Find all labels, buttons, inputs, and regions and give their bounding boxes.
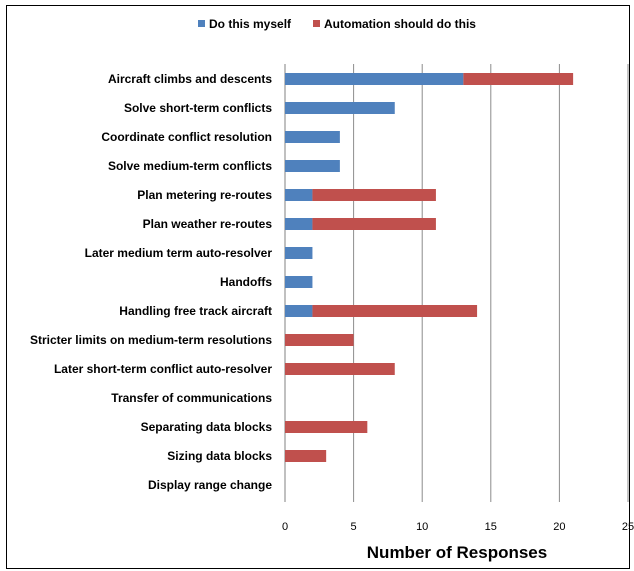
category-label: Transfer of communications	[111, 391, 272, 405]
bar-automation-should-do-this	[312, 218, 436, 230]
bar-do-this-myself	[285, 131, 340, 143]
bar-do-this-myself	[285, 102, 395, 114]
category-label: Handoffs	[220, 275, 272, 289]
category-label: Handling free track aircraft	[119, 304, 272, 318]
x-tick-label: 0	[282, 521, 288, 533]
bar-do-this-myself	[285, 305, 313, 317]
bar-automation-should-do-this	[285, 334, 354, 346]
legend-label-do-this-myself: Do this myself	[209, 17, 292, 31]
legend-swatch-do-this-myself	[198, 20, 205, 27]
category-label: Solve short-term conflicts	[124, 101, 272, 115]
category-label: Display range change	[148, 478, 272, 492]
x-tick-labels: 0 5 10 15 20 25	[282, 521, 634, 533]
bar-automation-should-do-this	[285, 363, 395, 375]
bar-automation-should-do-this	[285, 421, 368, 433]
category-label: Stricter limits on medium-term resolutio…	[30, 333, 272, 347]
category-label: Later short-term conflict auto-resolver	[54, 362, 272, 376]
x-tick-label: 15	[485, 521, 497, 533]
bar-automation-should-do-this	[463, 73, 574, 85]
category-label: Plan weather re-routes	[143, 217, 273, 231]
x-axis-title: Number of Responses	[367, 543, 547, 562]
chart-frame	[6, 5, 630, 569]
category-label: Aircraft climbs and descents	[108, 72, 272, 86]
bar-automation-should-do-this	[312, 305, 478, 317]
bar-automation-should-do-this	[312, 189, 436, 201]
legend-label-automation-should-do-this: Automation should do this	[324, 17, 476, 31]
category-label: Later medium term auto-resolver	[85, 246, 273, 260]
x-tick-label: 5	[351, 521, 357, 533]
category-label: Solve medium-term conflicts	[108, 159, 272, 173]
bar-automation-should-do-this	[285, 450, 327, 462]
gridlines	[284, 64, 629, 502]
bar-do-this-myself	[285, 218, 313, 230]
x-tick-label: 25	[622, 521, 634, 533]
category-labels: Aircraft climbs and descents Solve short-…	[30, 72, 272, 492]
bar-do-this-myself	[285, 276, 313, 288]
category-label: Plan metering re-routes	[137, 188, 272, 202]
category-label: Coordinate conflict resolution	[101, 130, 272, 144]
x-tick-label: 20	[553, 521, 565, 533]
bar-do-this-myself	[285, 189, 313, 201]
bars	[285, 73, 574, 462]
x-tick-label: 10	[416, 521, 428, 533]
bar-do-this-myself	[285, 247, 313, 259]
legend: Do this myself Automation should do this	[198, 17, 476, 31]
category-label: Sizing data blocks	[167, 449, 272, 463]
category-label: Separating data blocks	[141, 420, 273, 434]
bar-do-this-myself	[285, 160, 340, 172]
bar-do-this-myself	[285, 73, 464, 85]
legend-swatch-automation-should-do-this	[313, 20, 320, 27]
